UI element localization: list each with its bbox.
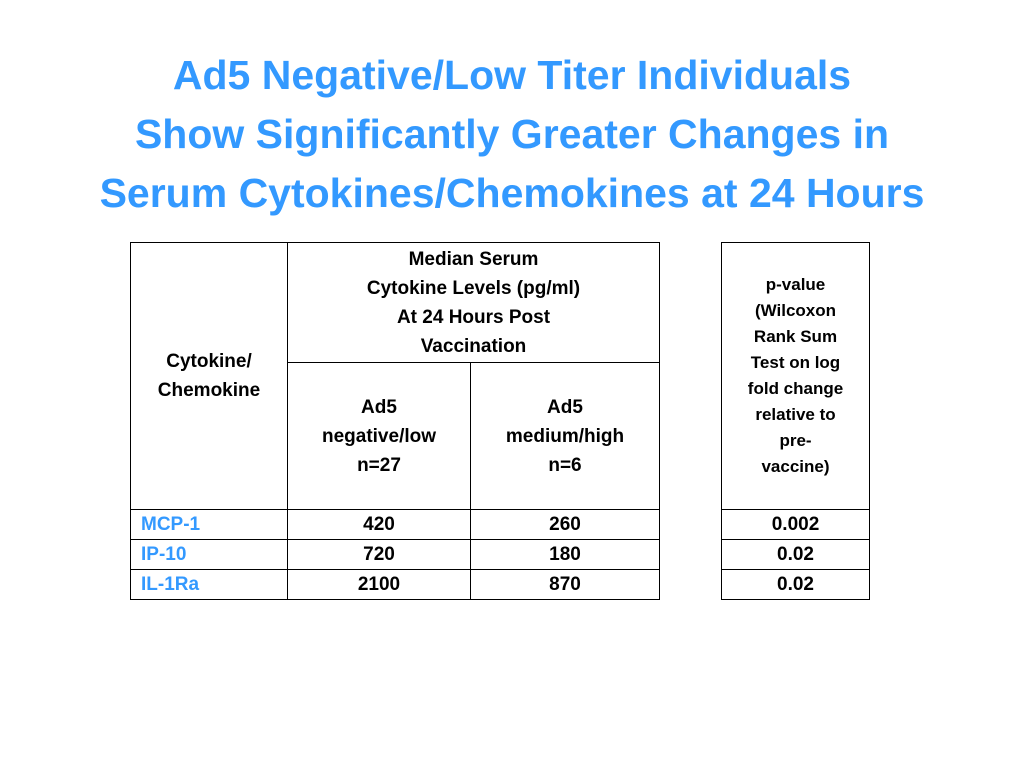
- p-value: 0.002: [721, 509, 870, 540]
- p-value: 0.02: [721, 539, 870, 570]
- value-negative-low: 2100: [287, 569, 471, 600]
- cytokine-table: Cytokine/ Chemokine Median Serum Cytokin…: [130, 242, 870, 600]
- value-negative-low: 720: [287, 539, 471, 570]
- cytokine-name: MCP-1: [130, 509, 288, 540]
- cytokine-name: IP-10: [130, 539, 288, 570]
- title-line-1: Ad5 Negative/Low Titer Individuals: [172, 52, 852, 98]
- p-value: 0.02: [721, 569, 870, 600]
- table-row: MCP-1 420 260 0.002: [130, 509, 870, 540]
- table-row: IL-1Ra 2100 870 0.02: [130, 569, 870, 600]
- table-row: IP-10 720 180 0.02: [130, 539, 870, 570]
- value-medium-high: 180: [470, 539, 660, 570]
- column-gap: [660, 243, 722, 600]
- subheader-ad5-medium-high: Ad5 medium/high n=6: [470, 362, 660, 510]
- subheader-ad5-negative-low: Ad5 negative/low n=27: [287, 362, 471, 510]
- value-negative-low: 420: [287, 509, 471, 540]
- title-line-2: Show Significantly Greater Changes in: [134, 111, 890, 157]
- value-medium-high: 870: [470, 569, 660, 600]
- slide-title: Ad5 Negative/Low Titer Individuals Show …: [0, 46, 1024, 223]
- header-p-value: p-value (Wilcoxon Rank Sum Test on log f…: [721, 242, 870, 510]
- title-line-3: Serum Cytokines/Chemokines at 24 Hours: [99, 170, 925, 216]
- cytokine-name: IL-1Ra: [130, 569, 288, 600]
- header-cytokine: Cytokine/ Chemokine: [130, 242, 288, 510]
- header-median-serum: Median Serum Cytokine Levels (pg/ml) At …: [287, 242, 660, 363]
- value-medium-high: 260: [470, 509, 660, 540]
